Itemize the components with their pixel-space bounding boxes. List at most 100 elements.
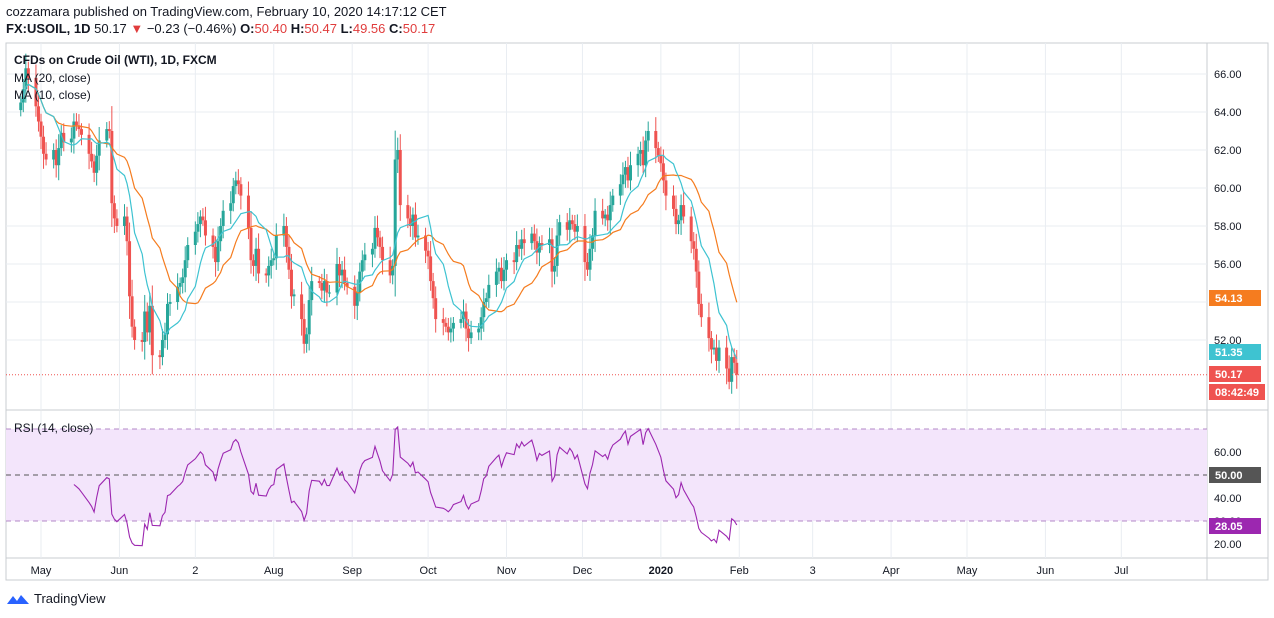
symbol: FX:USOIL, 1D	[6, 21, 91, 36]
rsi-y-tick-label: 20.00	[1214, 539, 1242, 551]
candle-body	[74, 121, 78, 126]
candle-body	[52, 150, 56, 160]
candle-body	[44, 153, 48, 160]
candle-body	[715, 347, 719, 361]
candle-body	[575, 226, 579, 232]
candle-body	[520, 239, 524, 249]
high-label: H:	[290, 21, 305, 36]
candle-body	[459, 319, 463, 323]
candle-body	[322, 281, 326, 291]
low-value: 49.56	[352, 21, 386, 36]
low-label: L:	[340, 21, 353, 36]
brand-name[interactable]: TradingView	[34, 591, 106, 606]
candle-body	[252, 260, 256, 266]
ma20-line	[20, 83, 738, 313]
ma10-legend: MA (10, close)	[14, 88, 91, 102]
candle-body	[105, 129, 109, 141]
candle-body	[424, 235, 428, 251]
candle-body	[158, 355, 162, 358]
candle-body	[540, 243, 544, 245]
candle-body	[36, 106, 40, 122]
candle-body	[196, 224, 200, 232]
close-value: 50.17	[402, 21, 436, 36]
candle-body	[87, 134, 91, 154]
candle-body	[370, 248, 374, 255]
candles	[19, 53, 739, 394]
x-tick-label: Apr	[883, 565, 900, 577]
last-price: 50.17	[94, 21, 127, 36]
open-value: 50.40	[254, 21, 288, 36]
x-tick-label: May	[31, 565, 52, 577]
candle-body	[176, 286, 180, 302]
candle-body	[216, 241, 220, 263]
candle-body	[603, 214, 607, 219]
candle-body	[282, 226, 286, 236]
candle-body	[654, 131, 658, 149]
candle-body	[130, 296, 134, 327]
symbol-info: FX:USOIL, 1D 50.17 ▼ −0.23 (−0.46%) O:50…	[6, 21, 435, 36]
candle-body	[325, 281, 329, 293]
candle-body	[42, 136, 46, 154]
last-price-tag-bg	[1209, 366, 1261, 382]
candle-body	[148, 305, 152, 333]
candle-body	[593, 210, 597, 236]
candle-body	[477, 328, 481, 333]
candle-body	[413, 214, 417, 238]
candle-body	[317, 281, 321, 283]
countdown-tag: 08:42:49	[1215, 387, 1259, 399]
candle-body	[289, 269, 293, 297]
candle-body	[550, 239, 554, 272]
candle-body	[732, 357, 736, 363]
ma10-price-tag: 51.35	[1215, 347, 1243, 359]
candle-body	[166, 303, 169, 335]
candle-body	[555, 235, 559, 266]
y-tick-label: 60.00	[1214, 183, 1242, 195]
high-value: 50.47	[304, 21, 337, 36]
ma10-price-tag-bg	[1209, 344, 1261, 360]
candle-body	[69, 138, 73, 143]
y-tick-label: 62.00	[1214, 145, 1242, 157]
candle-body	[682, 205, 686, 217]
candle-body	[24, 68, 28, 90]
candle-body	[145, 311, 149, 333]
candle-body	[272, 258, 276, 261]
candle-body	[254, 248, 258, 266]
candle-body	[39, 121, 43, 137]
candle-body	[34, 77, 38, 107]
candle-body	[565, 222, 569, 230]
footer: TradingView	[6, 591, 106, 606]
change-value: −0.23 (−0.46%)	[146, 21, 237, 36]
candle-body	[234, 180, 238, 187]
candle-body	[618, 184, 622, 196]
ma20-legend: MA (20, close)	[14, 71, 91, 85]
countdown-tag-bg	[1209, 384, 1265, 400]
candle-body	[725, 347, 729, 369]
candle-body	[553, 265, 557, 272]
candle-body	[636, 153, 640, 166]
candle-body	[644, 140, 648, 166]
candle-body	[522, 239, 526, 244]
candle-body	[429, 256, 433, 282]
candle-body	[193, 231, 197, 245]
candle-body	[267, 265, 271, 276]
candle-body	[375, 227, 379, 238]
candle-body	[178, 283, 182, 287]
candle-body	[717, 347, 721, 361]
x-tick-label: Aug	[264, 565, 284, 577]
candle-body	[249, 227, 253, 261]
candle-body	[707, 317, 711, 339]
candle-body	[484, 298, 488, 302]
candle-body	[606, 214, 610, 221]
candle-body	[305, 334, 309, 344]
candle-body	[621, 174, 625, 185]
rsi-title: RSI (14, close)	[14, 421, 93, 435]
candle-body	[396, 150, 400, 160]
candle-body	[201, 216, 205, 221]
candle-body	[77, 125, 81, 130]
candle-body	[292, 294, 296, 297]
candle-body	[444, 322, 448, 327]
x-tick-label: May	[957, 565, 978, 577]
candle-body	[512, 260, 516, 263]
candle-body	[143, 311, 147, 342]
